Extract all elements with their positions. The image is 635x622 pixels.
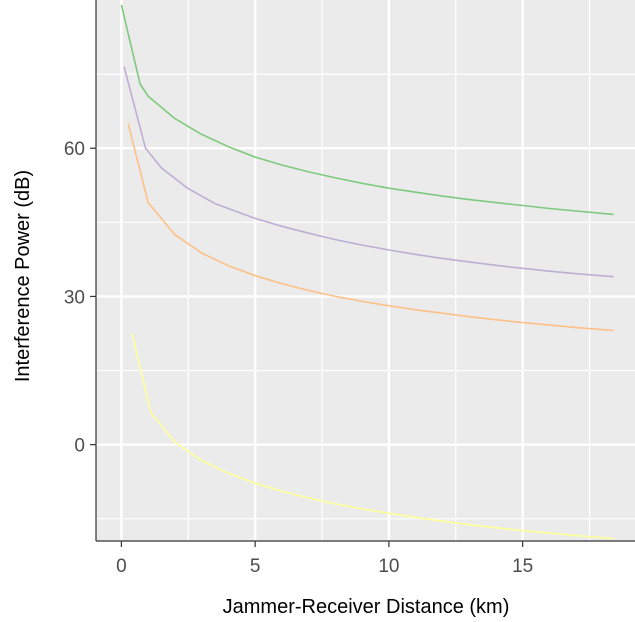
x-tick-label: 0 [116,556,127,577]
x-axis-ticks: 0 5 10 15 [116,541,533,577]
series-layer [120,4,614,540]
x-tick-label: 5 [250,556,261,577]
y-tick-label: 0 [74,436,85,457]
y-tick-label: 30 [64,287,85,308]
x-tick-label: 10 [378,556,399,577]
y-axis-title: Interference Power (dB) [12,170,34,382]
series-line-3 [127,123,614,332]
series-line-4 [131,333,614,540]
plot-panel [96,0,635,541]
grid-minor [96,0,635,541]
y-axis-ticks: 0 30 60 [64,139,96,457]
x-axis-title: Jammer-Receiver Distance (km) [223,596,510,618]
series-line-1 [120,4,614,216]
series-line-2 [123,66,614,278]
grid-major [96,0,635,541]
x-tick-label: 15 [512,556,533,577]
y-tick-label: 60 [64,139,85,160]
